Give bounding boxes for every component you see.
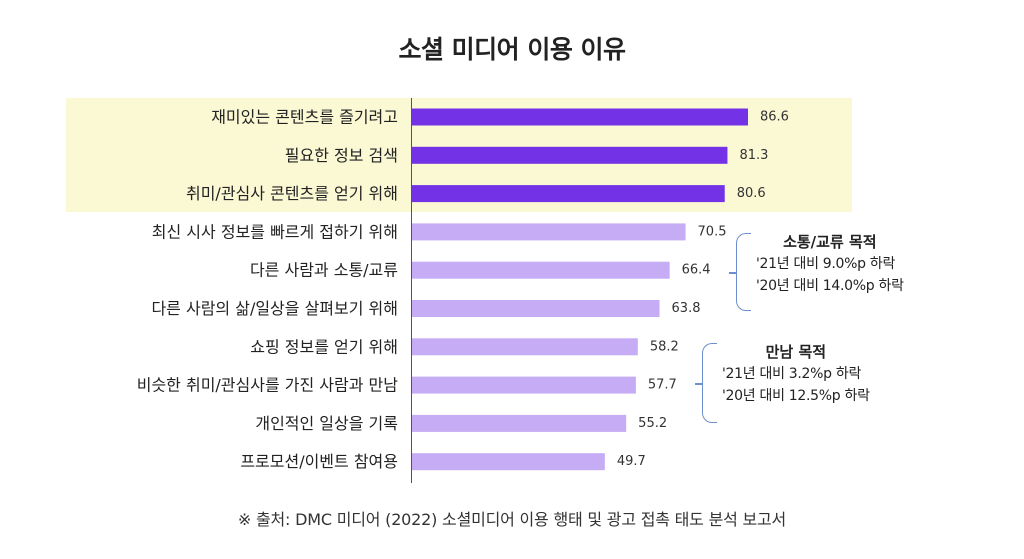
category-label: 재미있는 콘텐츠를 즐기려고 [211,108,398,127]
source-note: ※ 출처: DMC 미디어 (2022) 소셜미디어 이용 행태 및 광고 접촉… [237,510,787,529]
bar [412,338,638,356]
annotation-heading: 만남 목적 [765,343,827,361]
annotation-bracket-communication [729,233,751,311]
value-label: 57.7 [648,378,677,393]
value-label: 81.3 [739,148,768,163]
value-label: 70.5 [698,224,727,239]
value-label: 55.2 [638,416,667,431]
category-label: 쇼핑 정보를 얻기 위해 [250,337,398,356]
category-label: 프로모션/이벤트 참여용 [240,452,398,471]
bar [412,376,636,394]
value-label: 63.8 [672,301,701,316]
category-label: 취미/관심사 콘텐츠를 얻기 위해 [186,184,398,203]
category-label: 최신 시사 정보를 빠르게 접하기 위해 [152,222,398,241]
bracket-tip [729,272,737,274]
category-label: 다른 사람의 삶/일상을 살펴보기 위해 [151,299,398,318]
value-label: 49.7 [617,454,646,469]
annotation-line: '21년 대비 3.2%p 하락 [722,366,862,382]
value-label: 86.6 [760,110,789,125]
annotation-meeting: 만남 목적 '21년 대비 3.2%p 하락 '20년 대비 12.5%p 하락 [722,341,870,407]
bar [412,414,627,432]
annotation-heading: 소통/교류 목적 [783,233,877,251]
annotation-communication: 소통/교류 목적 '21년 대비 9.0%p 하락 '20년 대비 14.0%p… [756,231,904,297]
bar [412,453,605,471]
annotation-line: '20년 대비 14.0%p 하락 [756,278,904,294]
category-axis-line [411,98,412,483]
category-label: 다른 사람과 소통/교류 [250,261,398,280]
value-label: 58.2 [650,339,679,354]
bar [412,185,725,203]
chart-title: 소셜 미디어 이용 이유 [398,35,626,64]
category-label: 개인적인 일상을 기록 [255,414,398,433]
category-label: 필요한 정보 검색 [285,146,398,165]
bar [412,261,670,279]
bracket-tip [695,383,703,385]
bar [412,108,749,126]
value-label: 66.4 [682,263,711,278]
annotation-line: '20년 대비 12.5%p 하락 [722,388,870,404]
bar [412,300,660,317]
value-label: 80.6 [737,186,766,201]
bar [412,146,728,164]
annotation-line: '21년 대비 9.0%p 하락 [756,256,896,272]
category-label: 비슷한 취미/관심사를 가진 사람과 만남 [137,376,399,395]
bar [412,223,686,241]
annotation-bracket-meeting [695,343,717,423]
